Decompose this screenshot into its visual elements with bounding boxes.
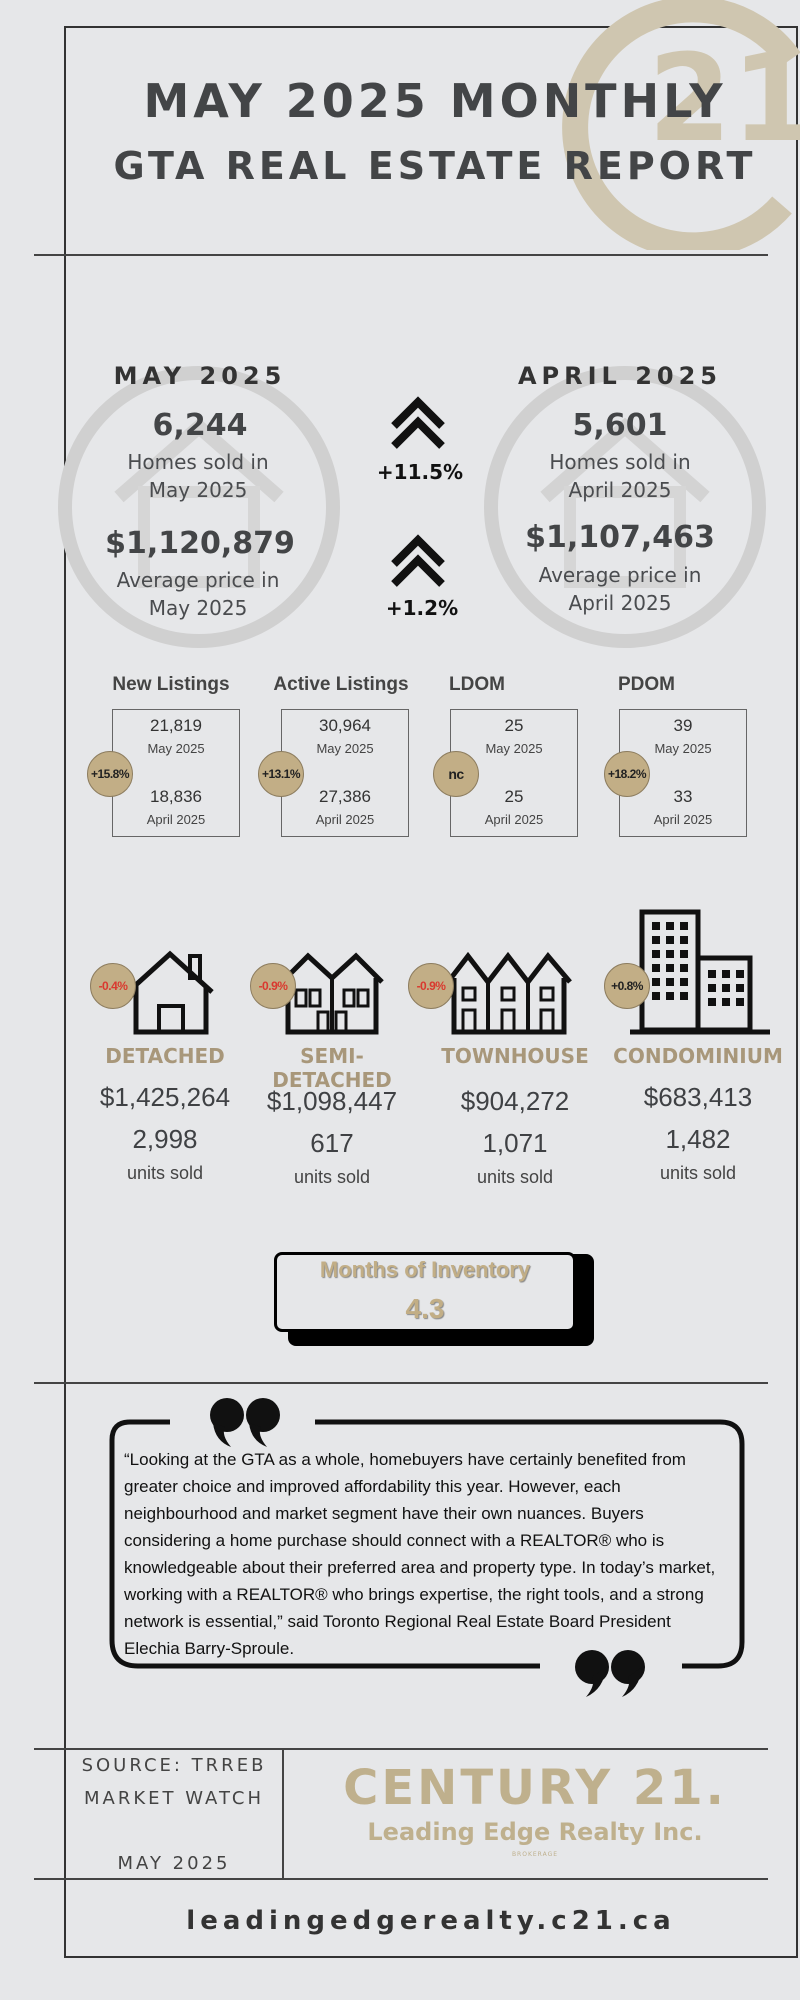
change-badge: -0.9%: [408, 963, 454, 1009]
house-watermark-icon: [484, 366, 766, 648]
property-type-label: SEMI-DETACHED: [272, 1044, 392, 1092]
svg-text:21: 21: [648, 30, 800, 169]
metric-current-period: May 2025: [316, 741, 374, 756]
previous-period-label: APRIL 2025: [517, 362, 723, 390]
metric-label-pdom: PDOM: [618, 674, 675, 695]
units-sold-label: units sold: [126, 1163, 204, 1183]
property-price: $1,098,447: [266, 1086, 398, 1116]
change-badge: +0.8%: [604, 963, 650, 1009]
metric-current-value: 25: [504, 716, 524, 735]
townhouse-icon: [446, 951, 572, 1035]
current-avg-price-label: Average price in May 2025: [116, 568, 280, 620]
source-line1: SOURCE: TRREB: [81, 1755, 267, 1776]
property-units: 2,998: [132, 1124, 198, 1154]
property-units: 617: [310, 1128, 354, 1158]
metric-label-ldom: LDOM: [449, 674, 505, 695]
detached-house-icon: [126, 950, 214, 1035]
condominium-building-icon: [630, 909, 770, 1035]
brokerage-note: BROKERAGE: [511, 1851, 559, 1858]
metric-previous-period: April 2025: [146, 812, 206, 827]
c21-watermark-icon: 21: [562, 0, 800, 250]
previous-avg-price-label: Average price in April 2025: [538, 563, 702, 615]
current-avg-price: $1,120,879: [105, 526, 295, 561]
property-type-label: DETACHED: [105, 1044, 225, 1068]
previous-homes-sold-label: Homes sold in April 2025: [549, 450, 691, 502]
century21-logo: CENTURY 21.: [343, 1760, 727, 1816]
current-period-label: MAY 2025: [113, 362, 287, 390]
president-quote: “Looking at the GTA as a whole, homebuye…: [124, 1450, 716, 1658]
change-badge: nc: [433, 751, 479, 797]
metric-previous-period: April 2025: [653, 812, 713, 827]
property-units: 1,071: [482, 1128, 548, 1158]
property-units: 1,482: [665, 1124, 731, 1154]
sales-change: +11.5%: [376, 460, 464, 484]
metric-label-active-listings: Active Listings: [273, 674, 409, 695]
metric-box-ldom: 25 May 2025 25 April 2025: [450, 709, 578, 837]
metric-current-value: 39: [673, 716, 693, 735]
divider: [34, 254, 768, 256]
change-badge: -0.9%: [250, 963, 296, 1009]
metric-previous-value: 33: [673, 787, 693, 806]
current-homes-sold-label: Homes sold in May 2025: [127, 450, 269, 502]
property-price: $904,272: [460, 1086, 570, 1116]
metric-current-period: May 2025: [147, 741, 205, 756]
page-frame: [64, 26, 798, 1958]
property-type-label: CONDOMINIUM: [613, 1044, 783, 1068]
metric-current-period: May 2025: [485, 741, 543, 756]
quote-frame: [109, 1419, 745, 1669]
metric-current-value: 30,964: [319, 716, 371, 735]
metric-previous-value: 27,386: [319, 787, 371, 806]
website-url[interactable]: leadingedgerealty.c21.ca: [186, 1906, 676, 1936]
inventory-box: Months of Inventory 4.3: [274, 1252, 576, 1332]
metric-previous-period: April 2025: [315, 812, 375, 827]
change-badge: -0.4%: [90, 963, 136, 1009]
metric-current-period: May 2025: [654, 741, 712, 756]
property-price: $1,425,264: [99, 1082, 231, 1112]
current-homes-sold: 6,244: [152, 408, 248, 443]
open-quote-icon: [210, 1398, 280, 1447]
units-sold-label: units sold: [476, 1167, 554, 1187]
divider: [34, 1878, 768, 1880]
metric-previous-value: 25: [504, 787, 524, 806]
divider: [34, 1748, 768, 1750]
close-quote-icon: [575, 1650, 645, 1697]
double-chevron-up-icon: [391, 534, 445, 587]
brokerage-name: Leading Edge Realty Inc.: [367, 1818, 703, 1846]
inventory-value: 4.3: [405, 1293, 445, 1324]
previous-homes-sold: 5,601: [572, 408, 668, 443]
inventory-label: Months of Inventory: [319, 1257, 531, 1282]
semi-detached-house-icon: [280, 952, 384, 1035]
change-badge: +15.8%: [87, 751, 133, 797]
price-change: +1.2%: [385, 596, 459, 620]
source-date: MAY 2025: [117, 1853, 231, 1874]
divider: [34, 1382, 768, 1384]
report-title-line2: GTA REAL ESTATE REPORT: [113, 144, 757, 188]
change-badge: +18.2%: [604, 751, 650, 797]
property-type-label: TOWNHOUSE: [441, 1044, 589, 1068]
metric-label-new-listings: New Listings: [112, 674, 230, 695]
double-chevron-up-icon: [391, 396, 445, 449]
report-title-line1: MAY 2025 MONTHLY: [143, 74, 727, 128]
change-badge: +13.1%: [258, 751, 304, 797]
source-line2: MARKET WATCH: [83, 1788, 265, 1809]
previous-avg-price: $1,107,463: [525, 520, 715, 555]
metric-previous-value: 18,836: [150, 787, 202, 806]
metric-current-value: 21,819: [150, 716, 202, 735]
units-sold-label: units sold: [293, 1167, 371, 1187]
units-sold-label: units sold: [659, 1163, 737, 1183]
metric-previous-period: April 2025: [484, 812, 544, 827]
property-price: $683,413: [643, 1082, 753, 1112]
divider: [282, 1748, 284, 1880]
house-watermark-icon: [58, 366, 340, 648]
